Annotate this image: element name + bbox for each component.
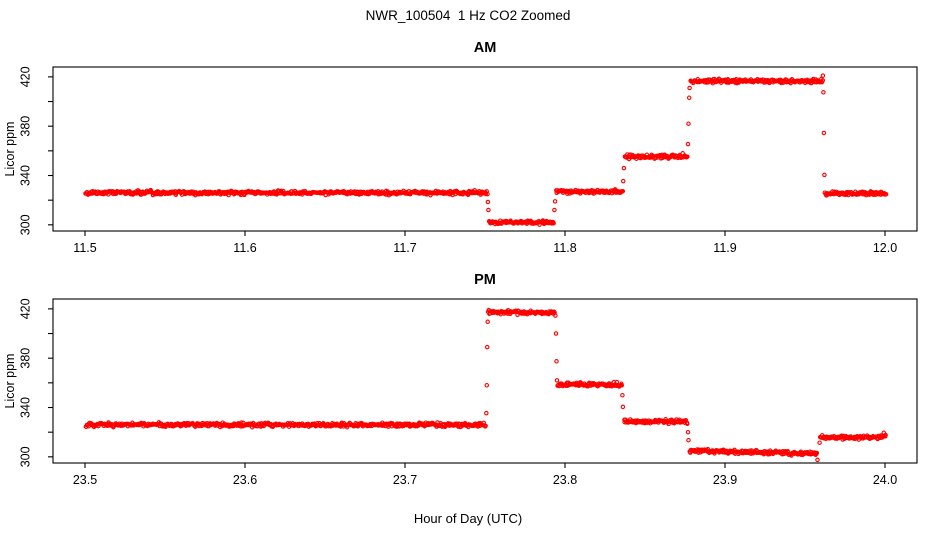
svg-text:23.9: 23.9 xyxy=(713,473,737,487)
svg-text:11.7: 11.7 xyxy=(393,241,416,255)
svg-text:23.5: 23.5 xyxy=(73,473,97,487)
pm-tick-labels: 300 340 380 420 23.5 23.6 23.7 23.8 23.9 24.0 xyxy=(18,298,897,487)
svg-text:11.5: 11.5 xyxy=(73,241,96,255)
svg-text:23.7: 23.7 xyxy=(393,473,417,487)
pm-panel-title: PM xyxy=(474,272,496,288)
am-y-axis-label: Licor ppm xyxy=(3,121,17,177)
svg-text:300: 300 xyxy=(18,214,32,235)
svg-text:23.8: 23.8 xyxy=(553,473,577,487)
svg-text:420: 420 xyxy=(18,66,32,87)
svg-text:420: 420 xyxy=(18,298,32,319)
svg-text:380: 380 xyxy=(18,116,32,137)
svg-text:11.6: 11.6 xyxy=(233,241,256,255)
svg-text:12.0: 12.0 xyxy=(873,241,897,255)
pm-data-points xyxy=(83,307,888,463)
svg-text:24.0: 24.0 xyxy=(873,473,897,487)
svg-text:23.6: 23.6 xyxy=(233,473,257,487)
pm-axis xyxy=(48,298,918,468)
svg-text:300: 300 xyxy=(18,446,32,467)
svg-text:380: 380 xyxy=(18,348,32,369)
svg-text:11.9: 11.9 xyxy=(713,241,736,255)
am-panel-title: AM xyxy=(473,40,497,56)
x-axis-label: Hour of Day (UTC) xyxy=(413,511,523,526)
am-axis xyxy=(48,66,918,236)
svg-text:340: 340 xyxy=(18,397,32,418)
svg-text:340: 340 xyxy=(18,165,32,186)
am-data-points xyxy=(83,73,889,227)
pm-y-axis-label: Licor ppm xyxy=(3,353,17,409)
am-tick-labels: 300 340 380 420 11.5 11.6 11.7 11.8 11.9 12.0 xyxy=(18,66,897,255)
figure-title: NWR_100504 1 Hz CO2 Zoomed xyxy=(365,8,571,23)
svg-text:11.8: 11.8 xyxy=(553,241,576,255)
